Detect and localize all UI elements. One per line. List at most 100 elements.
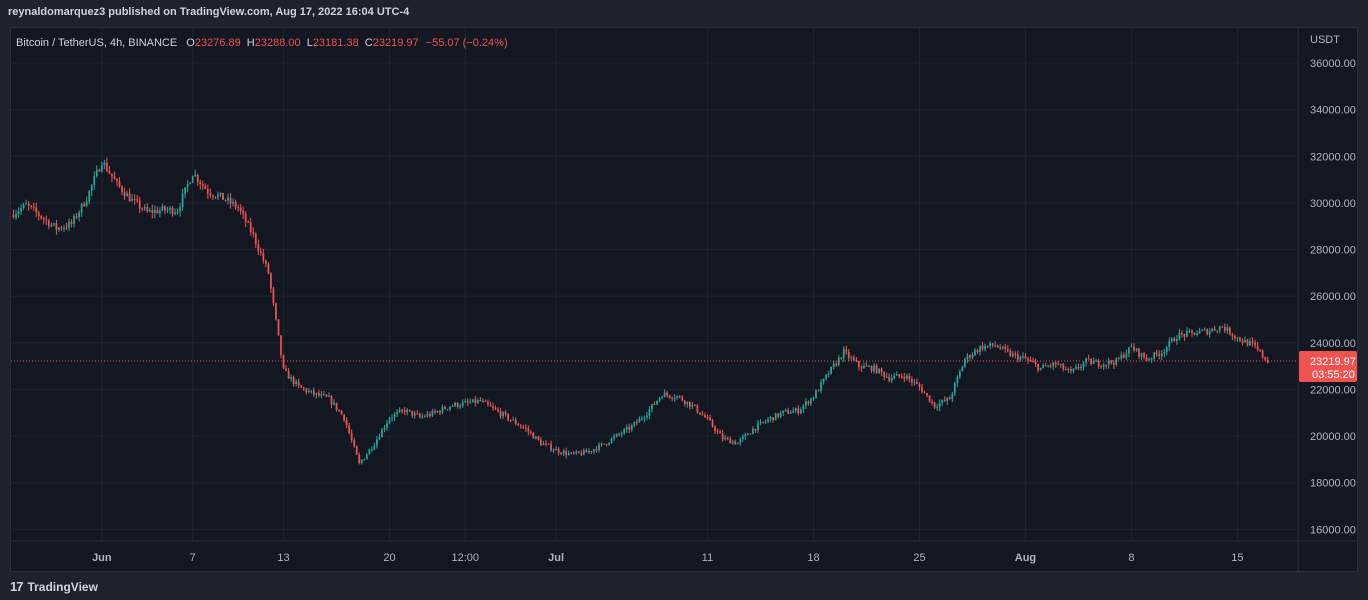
candle-body-down bbox=[504, 412, 507, 415]
candle-body-down bbox=[550, 444, 552, 451]
candle-body-down bbox=[27, 203, 30, 206]
chart-pane[interactable] bbox=[10, 27, 1358, 572]
candle-body-up bbox=[759, 421, 762, 424]
candle-body-up bbox=[913, 381, 916, 383]
candle-body-down bbox=[714, 426, 716, 432]
candle-body-down bbox=[514, 419, 517, 424]
ohlc-legend: Bitcoin / TetherUS, 4h, BINANCE O23276.8… bbox=[16, 37, 508, 49]
candle-body-down bbox=[991, 343, 994, 346]
candle-body-down bbox=[921, 386, 923, 393]
candle-body-up bbox=[946, 397, 949, 402]
candle-body-up bbox=[159, 210, 161, 214]
candle-body-down bbox=[487, 401, 489, 405]
candle-body-down bbox=[1122, 354, 1125, 358]
candle-body-down bbox=[201, 184, 204, 186]
candle-body-up bbox=[386, 423, 388, 428]
candle-body-up bbox=[1201, 329, 1203, 331]
candle-body-up bbox=[58, 227, 60, 230]
candle-body-down bbox=[709, 417, 711, 421]
candle-body-up bbox=[1085, 358, 1087, 363]
footer-brand[interactable]: 17 TradingView bbox=[10, 579, 98, 594]
candle-body-down bbox=[244, 213, 247, 223]
candle-body-up bbox=[984, 346, 986, 350]
candle-body-up bbox=[815, 390, 817, 398]
candle-body-down bbox=[270, 273, 272, 289]
candle-body-down bbox=[527, 428, 530, 432]
candle-body-up bbox=[365, 454, 368, 460]
candle-body-down bbox=[577, 451, 580, 453]
candle-body-down bbox=[1069, 369, 1072, 372]
candle-body-up bbox=[227, 197, 229, 201]
candle-body-down bbox=[1006, 348, 1009, 351]
symbol-label[interactable]: Bitcoin / TetherUS, 4h, BINANCE bbox=[16, 37, 178, 49]
low-key: L bbox=[306, 37, 313, 49]
candle-body-up bbox=[232, 201, 234, 204]
candle-body-up bbox=[731, 441, 734, 444]
x-tick-label: 8 bbox=[1128, 552, 1134, 564]
candle-body-up bbox=[938, 403, 941, 408]
candle-body-up bbox=[953, 383, 956, 394]
candle-body-up bbox=[830, 366, 833, 374]
candle-body-up bbox=[885, 376, 888, 378]
candle-body-up bbox=[1148, 358, 1150, 361]
candle-body-up bbox=[958, 371, 961, 378]
candle-body-down bbox=[1024, 356, 1027, 359]
candle-body-up bbox=[863, 365, 865, 369]
candle-body-up bbox=[779, 412, 782, 417]
candle-body-down bbox=[252, 232, 255, 234]
candle-body-up bbox=[80, 203, 83, 213]
candle-body-up bbox=[971, 354, 974, 358]
candle-body-down bbox=[701, 414, 704, 416]
candle-body-up bbox=[1125, 353, 1128, 358]
candle-body-up bbox=[1188, 330, 1191, 332]
candle-body-down bbox=[239, 207, 242, 211]
candle-body-up bbox=[820, 382, 822, 391]
candle-body-down bbox=[928, 395, 931, 402]
candle-body-up bbox=[555, 448, 557, 451]
candle-body-down bbox=[312, 390, 315, 395]
candle-body-down bbox=[358, 454, 361, 463]
candle-body-down bbox=[429, 413, 431, 416]
candle-body-up bbox=[1022, 356, 1024, 358]
candle-body-down bbox=[653, 404, 656, 406]
candle-body-down bbox=[888, 376, 891, 381]
candle-body-down bbox=[75, 215, 78, 218]
candle-body-up bbox=[1150, 358, 1153, 360]
y-tick-label: 32000.00 bbox=[1310, 151, 1356, 163]
candle-body-down bbox=[118, 180, 121, 187]
candle-body-down bbox=[729, 438, 732, 444]
candle-body-up bbox=[630, 425, 633, 430]
candle-body-down bbox=[196, 174, 199, 182]
candle-body-down bbox=[343, 414, 345, 421]
candle-body-up bbox=[85, 201, 88, 207]
candle-body-up bbox=[388, 418, 391, 424]
candle-body-up bbox=[436, 411, 439, 413]
candle-body-down bbox=[456, 402, 459, 407]
candle-body-down bbox=[474, 399, 477, 404]
candle-body-down bbox=[1117, 358, 1120, 360]
candle-body-down bbox=[585, 450, 588, 453]
candle-body-up bbox=[1095, 360, 1098, 362]
candle-body-down bbox=[292, 376, 295, 384]
candle-body-up bbox=[360, 460, 363, 463]
candle-body-up bbox=[640, 418, 643, 420]
candle-body-down bbox=[1014, 353, 1017, 355]
candle-body-down bbox=[1264, 357, 1267, 360]
candle-body-up bbox=[1153, 352, 1156, 359]
candle-body-down bbox=[237, 207, 240, 209]
candle-body-up bbox=[1249, 341, 1251, 346]
candle-body-down bbox=[1239, 337, 1241, 341]
candle-body-down bbox=[317, 393, 320, 396]
candle-body-up bbox=[842, 349, 845, 359]
candle-body-up bbox=[658, 397, 661, 401]
candle-body-down bbox=[678, 396, 681, 398]
candle-body-up bbox=[189, 182, 192, 185]
candle-body-up bbox=[1168, 340, 1171, 348]
x-tick-label: Aug bbox=[1015, 552, 1036, 564]
candle-body-down bbox=[123, 192, 126, 197]
candle-body-up bbox=[131, 198, 134, 202]
candle-body-down bbox=[865, 365, 868, 367]
candle-body-down bbox=[557, 448, 560, 453]
candle-body-down bbox=[439, 411, 441, 413]
